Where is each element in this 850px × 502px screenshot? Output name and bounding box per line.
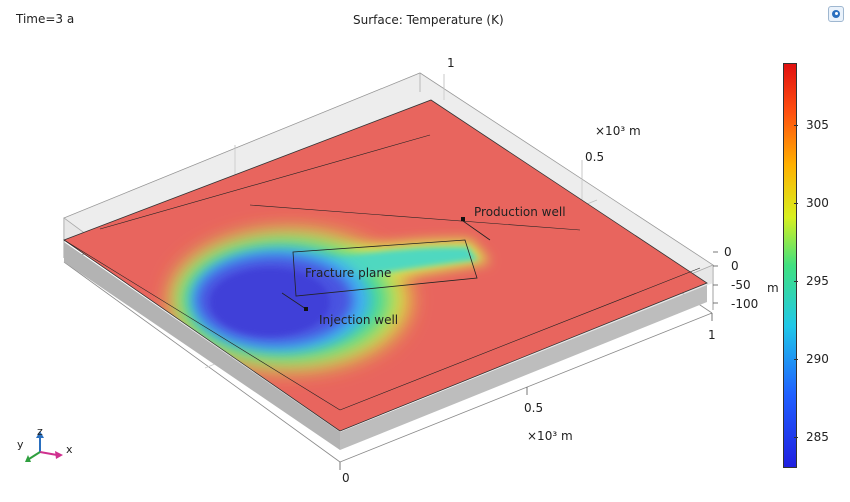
- triad-x-label: x: [66, 443, 73, 456]
- surface-gridlines: [63, 134, 701, 411]
- production-well-point[interactable]: [461, 217, 465, 221]
- colorbar-tick-mark: [794, 125, 798, 127]
- y-tick-top: 1: [447, 56, 455, 70]
- injection-well-line: [281, 292, 307, 310]
- temperature-surface: [64, 100, 707, 431]
- colorbar-tick-label: 285: [806, 429, 829, 444]
- y-unit-label: ×10³ m: [595, 124, 641, 138]
- tick-marks: [339, 251, 718, 470]
- x-tick-1: 1: [708, 328, 716, 342]
- colorbar-tick-mark: [794, 281, 798, 283]
- fracture-plane-label: Fracture plane: [305, 266, 392, 280]
- surface-outline: [63, 99, 708, 432]
- y-tick-mid: 0.5: [585, 150, 605, 164]
- time-label: Time=3 a: [16, 12, 75, 26]
- x-tick-0: 0: [342, 471, 350, 485]
- x-unit-label: ×10³ m: [527, 429, 573, 443]
- z-tick-100: -100: [731, 297, 759, 311]
- x-tick-half: 0.5: [524, 401, 544, 415]
- triad-y-label: y: [17, 438, 24, 451]
- triad-z-label: z: [37, 425, 43, 438]
- injection-well-point[interactable]: [304, 307, 308, 311]
- colorbar-tick-mark: [794, 203, 798, 205]
- production-well-label: Production well: [474, 205, 566, 219]
- z-unit-label: m: [767, 281, 779, 295]
- app-icon[interactable]: [828, 6, 844, 22]
- injection-well-label: Injection well: [319, 313, 399, 327]
- plot-title: Surface: Temperature (K): [353, 13, 504, 27]
- colorbar-tick-label: 295: [806, 274, 829, 289]
- colorbar-tick-mark: [794, 358, 798, 360]
- lower-slab-right: [340, 285, 707, 450]
- colorbar-tick-label: 300: [806, 196, 829, 211]
- lower-slab-left: [64, 242, 340, 450]
- z-tick-0a: 0: [724, 245, 732, 259]
- colorbar: [783, 63, 797, 468]
- fracture-plane: [292, 239, 478, 297]
- production-well-line: [462, 220, 491, 241]
- colorbar-tick-label: 290: [806, 351, 829, 366]
- colorbar-tick-label: 305: [806, 118, 829, 133]
- z-tick-50: -50: [731, 278, 751, 292]
- axis-triad: [25, 431, 63, 462]
- z-tick-0b: 0: [731, 259, 739, 273]
- colorbar-tick-mark: [794, 436, 798, 438]
